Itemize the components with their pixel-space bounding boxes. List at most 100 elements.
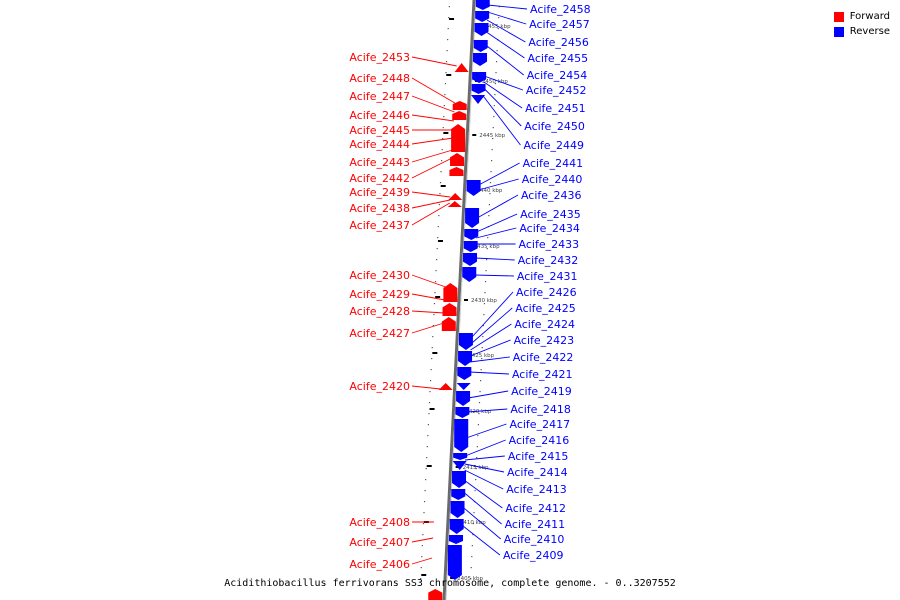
reverse-gene-label: Acife_2432 <box>518 254 579 267</box>
reverse-gene-leader <box>469 356 510 363</box>
reverse-gene-leader <box>487 11 527 25</box>
reverse-gene-leader <box>469 371 509 375</box>
reverse-gene-leader <box>463 479 503 509</box>
forward-gene-label: Acife_2444 <box>349 138 410 151</box>
minor-tick <box>493 105 495 107</box>
reverse-gene-feature <box>471 84 486 94</box>
reverse-gene-feature <box>466 180 481 196</box>
scale-label: 2420 kbp <box>465 409 491 415</box>
forward-gene-label: Acife_2429 <box>349 288 410 301</box>
forward-gene-leader <box>411 114 455 122</box>
minor-tick <box>423 512 425 514</box>
forward-gene-leader <box>411 199 451 209</box>
forward-gene-label: Acife_2453 <box>349 51 410 64</box>
forward-gene-leader <box>411 77 456 104</box>
forward-gene-leader <box>411 274 446 288</box>
forward-gene-label: Acife_2437 <box>349 219 410 232</box>
forward-gene-label: Acife_2448 <box>349 72 410 85</box>
reverse-gene-label: Acife_2441 <box>523 157 584 170</box>
minor-tick <box>476 457 478 459</box>
reverse-gene-leader <box>465 423 507 439</box>
major-tick <box>432 352 438 354</box>
reverse-gene-leader <box>486 31 525 59</box>
minor-tick <box>444 94 446 96</box>
reverse-gene-label: Acife_2458 <box>530 3 591 16</box>
minor-tick <box>475 468 477 470</box>
minor-tick <box>474 490 476 492</box>
reverse-gene-feature <box>473 40 488 52</box>
forward-gene-feature <box>452 111 467 120</box>
major-tick <box>449 18 455 20</box>
minor-tick <box>487 237 489 239</box>
minor-tick <box>489 182 492 184</box>
minor-tick <box>431 358 433 360</box>
minor-tick <box>486 248 488 250</box>
minor-tick <box>422 534 424 536</box>
reverse-gene-leader <box>470 291 514 339</box>
forward-gene-label: Acife_2407 <box>349 536 410 549</box>
minor-tick <box>479 391 481 393</box>
reverse-gene-label: Acife_2424 <box>514 318 575 331</box>
minor-tick <box>424 490 426 492</box>
chromosome-backbone-highlight <box>445 0 477 600</box>
minor-tick <box>442 127 444 129</box>
minor-tick <box>495 72 497 74</box>
scale-label: 2435 kbp <box>474 244 500 250</box>
forward-gene-feature <box>452 101 467 110</box>
minor-tick <box>436 259 438 261</box>
forward-gene-label: Acife_2438 <box>349 202 410 215</box>
scale-label: 2425 kbp <box>468 353 494 359</box>
scale-label: 2455 kbp <box>485 24 511 30</box>
scale-label: 2410 kbp <box>460 520 486 526</box>
reverse-gene-feature <box>453 453 468 460</box>
reverse-gene-leader <box>485 44 524 76</box>
minor-tick <box>494 94 496 96</box>
reverse-gene-feature <box>456 383 471 390</box>
reverse-gene-label: Acife_2425 <box>515 302 576 315</box>
forward-gene-label: Acife_2427 <box>349 327 410 340</box>
minor-tick <box>428 402 431 404</box>
forward-gene-label: Acife_2430 <box>349 269 410 282</box>
minor-tick <box>488 215 490 217</box>
minor-tick <box>477 424 479 426</box>
scale-label: 2450 kbp <box>482 79 508 85</box>
minor-tick <box>444 83 447 85</box>
minor-tick <box>434 292 436 294</box>
minor-tick <box>426 457 428 459</box>
minor-tick <box>445 61 448 63</box>
minor-tick <box>485 270 487 272</box>
minor-tick <box>431 347 433 349</box>
forward-gene-leader <box>411 191 451 198</box>
forward-gene-leader <box>411 322 444 334</box>
forward-gene-label: Acife_2408 <box>349 516 410 529</box>
minor-tick <box>472 523 475 525</box>
forward-gene-leader <box>411 202 451 226</box>
reverse-gene-leader <box>478 178 519 191</box>
reverse-gene-label: Acife_2452 <box>526 84 587 97</box>
reverse-gene-feature <box>450 501 465 518</box>
major-tick <box>443 132 449 134</box>
minor-tick <box>439 182 442 184</box>
reverse-gene-leader <box>464 463 505 473</box>
forward-gene-leader <box>411 149 453 163</box>
minor-tick <box>432 325 434 327</box>
minor-tick <box>432 336 434 338</box>
forward-gene-feature <box>449 167 464 176</box>
minor-tick <box>427 435 429 437</box>
reverse-gene-leader <box>470 307 513 345</box>
legend-forward-swatch <box>833 11 844 22</box>
reverse-gene-leader <box>487 4 528 10</box>
reverse-gene-feature <box>471 95 486 104</box>
minor-tick <box>478 413 480 415</box>
minor-tick <box>484 292 486 294</box>
reverse-gene-leader <box>468 390 509 399</box>
forward-gene-feature <box>441 317 456 331</box>
reverse-gene-leader <box>483 81 523 109</box>
reverse-gene-leader <box>470 323 512 351</box>
reverse-gene-feature <box>465 208 480 228</box>
reverse-gene-feature <box>464 229 479 240</box>
minor-tick <box>489 193 491 195</box>
forward-gene-leader <box>411 537 434 543</box>
minor-tick <box>438 215 440 217</box>
